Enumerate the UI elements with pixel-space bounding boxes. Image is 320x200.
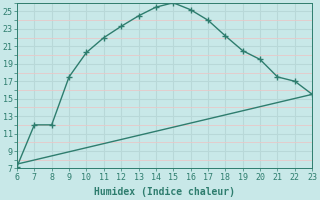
X-axis label: Humidex (Indice chaleur): Humidex (Indice chaleur) — [94, 187, 235, 197]
